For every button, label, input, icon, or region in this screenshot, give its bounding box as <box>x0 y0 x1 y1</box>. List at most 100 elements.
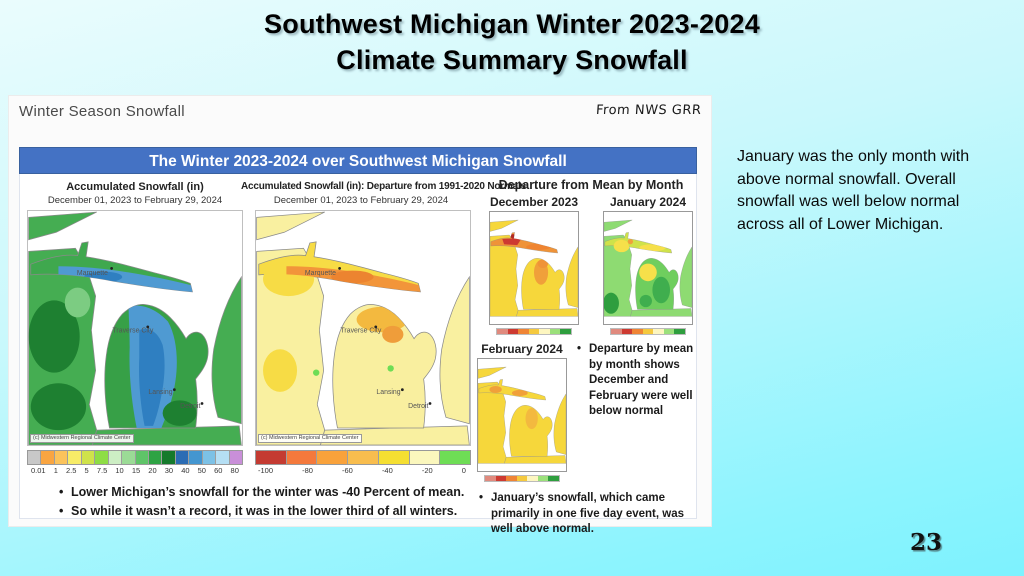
map2-colorbar <box>255 450 471 465</box>
bottom-bullet-1: Lower Michigan’s snowfall for the winter… <box>57 484 497 501</box>
map1-colorbar <box>27 450 243 465</box>
michigan-outline <box>478 366 566 464</box>
map2-title: Accumulated Snowfall (in): Departure fro… <box>241 181 526 192</box>
panel-header: Winter Season Snowfall From NWS GRR <box>19 103 702 120</box>
city-labels: Marquette Traverse City Lansing Detroit <box>77 267 204 410</box>
colorbar-label: 5 <box>84 466 89 475</box>
michigan-map-departure: Marquette Traverse City Lansing Detroit <box>256 211 470 445</box>
colorbar-label: 15 <box>131 466 141 475</box>
february-map-label: February 2024 <box>481 342 563 356</box>
map1-subtitle: December 01, 2023 to February 29, 2024 <box>47 195 223 206</box>
colorbar-cell <box>507 329 519 334</box>
january-bullet: January’s snowfall, which came primarily… <box>477 491 691 538</box>
michigan-map-winter-snowfall: Marquette Traverse City Lansing Detroit <box>28 211 242 445</box>
colorbar-cell <box>497 329 508 334</box>
svg-text:Traverse City: Traverse City <box>112 327 153 334</box>
slide-title: Southwest Michigan Winter 2023-2024 Clim… <box>0 6 1024 78</box>
colorbar-label: -20 <box>421 466 433 475</box>
panel-header-title: Winter Season Snowfall <box>19 103 185 120</box>
svg-text:Lansing: Lansing <box>376 389 400 396</box>
colorbar-cell <box>317 451 349 464</box>
monthly-maps-row: December 2023 <box>477 195 705 335</box>
slide-title-line2: Climate Summary Snowfall <box>336 45 688 75</box>
colorbar-cell <box>632 329 643 334</box>
colorbar-label: -40 <box>381 466 393 475</box>
departure-normals-map: Marquette Traverse City Lansing Detroit … <box>255 210 471 446</box>
colorbar-cell <box>440 451 471 464</box>
january-colorstrip <box>610 328 686 335</box>
february-map-figure: February 2024 <box>477 342 567 482</box>
colorbar-label: 0 <box>461 466 466 475</box>
colorbar-label: 10 <box>115 466 124 475</box>
colorbar-label: 80 <box>230 466 239 475</box>
colorbar-cell <box>409 451 441 464</box>
february-map <box>477 358 567 472</box>
colorbar-cell <box>560 329 572 334</box>
map2-colorbar-labels: -100 -80 -60 -40 -20 0 <box>255 466 469 475</box>
colorbar-cell <box>539 329 550 334</box>
colorbar-cell <box>41 451 55 464</box>
map1-attribution: (c) Midwestern Regional Climate Center <box>30 434 134 443</box>
departure-from-normals-section: Accumulated Snowfall (in): Departure fro… <box>241 180 526 475</box>
side-note: January was the only month with above no… <box>737 148 970 233</box>
colorbar-label: 60 <box>214 466 223 475</box>
svg-text:Detroit: Detroit <box>408 403 428 410</box>
colorbar-cell <box>54 451 69 464</box>
map2-subtitle: December 01, 2023 to February 29, 2024 <box>273 195 449 206</box>
svg-text:Marquette: Marquette <box>77 270 108 277</box>
december-shading <box>502 234 551 250</box>
january-map <box>603 211 693 325</box>
colorbar-cell <box>621 329 633 334</box>
colorbar-label: 7.5 <box>96 466 108 475</box>
colorbar-cell <box>108 451 123 464</box>
map1-colorbar-labels: 0.01 1 2.5 5 7.5 10 15 20 30 40 50 60 80 <box>28 466 242 475</box>
slide-title-line1: Southwest Michigan Winter 2023-2024 <box>264 9 760 39</box>
svg-text:Lansing: Lansing <box>148 389 172 396</box>
colorbar-cell <box>674 329 686 334</box>
monthly-section-title: Departure from Mean by Month <box>498 178 684 192</box>
colorbar-cell <box>663 329 675 334</box>
page-number: 23 <box>910 529 943 556</box>
departure-by-month-section: Departure from Mean by Month December 20… <box>477 178 705 540</box>
december-colorstrip <box>496 328 572 335</box>
colorbar-cell <box>189 451 203 464</box>
colorbar-cell <box>95 451 109 464</box>
colorbar-cell <box>81 451 96 464</box>
december-map <box>489 211 579 325</box>
colorbar-cell <box>611 329 622 334</box>
michigan-outline <box>490 219 578 317</box>
colorbar-label: 40 <box>181 466 190 475</box>
february-colorstrip <box>484 475 560 482</box>
colorbar-cell <box>378 451 410 464</box>
colorbar-label: 30 <box>164 466 174 475</box>
colorbar-cell <box>348 451 379 464</box>
colorbar-label: 50 <box>197 466 206 475</box>
map2-attribution: (c) Midwestern Regional Climate Center <box>258 434 362 443</box>
colorbar-cell <box>68 451 82 464</box>
colorbar-cell <box>537 476 549 481</box>
february-row: February 2024 <box>477 342 705 482</box>
colorbar-cell <box>495 476 507 481</box>
colorbar-cell <box>642 329 654 334</box>
colorbar-cell <box>229 451 242 464</box>
december-map-label: December 2023 <box>489 195 579 209</box>
panel-source-note: From NWS GRR <box>595 103 702 118</box>
february-shading <box>489 385 528 397</box>
bottom-bullet-2: So while it wasn’t a record, it was in t… <box>57 503 497 520</box>
colorbar-cell <box>28 451 42 464</box>
city-labels: Marquette Traverse City Lansing Detroit <box>305 267 432 410</box>
svg-text:Marquette: Marquette <box>305 270 336 277</box>
colorbar-cell <box>148 451 163 464</box>
colorbar-cell <box>216 451 230 464</box>
svg-text:Traverse City: Traverse City <box>340 327 381 334</box>
colorbar-cell <box>122 451 136 464</box>
accumulated-snowfall-section: Accumulated Snowfall (in) December 01, 2… <box>23 180 247 475</box>
colorbar-cell <box>506 476 517 481</box>
bottom-bullets: Lower Michigan’s snowfall for the winter… <box>57 484 497 521</box>
colorbar-label: 2.5 <box>66 466 77 475</box>
colorbar-label: -100 <box>258 466 274 475</box>
colorbar-label: -60 <box>342 466 353 475</box>
colorbar-cell <box>548 476 560 481</box>
snowfall-shading <box>28 266 197 431</box>
michigan-map-january <box>604 219 692 317</box>
